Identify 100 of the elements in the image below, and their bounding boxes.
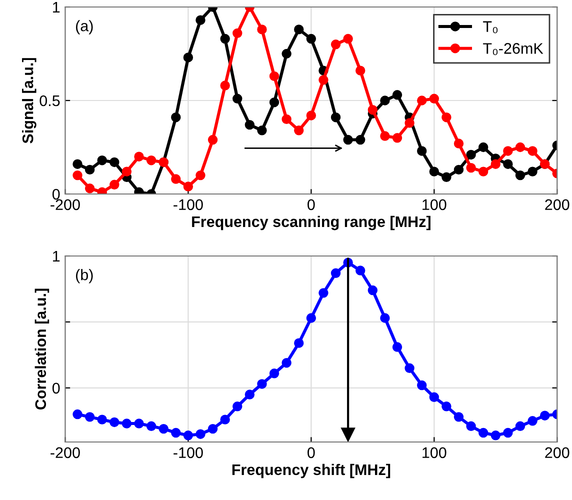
point [503,146,513,156]
x-tick-label: 100 [422,447,446,458]
point [306,313,316,323]
legend-label: T₀-26mK [483,43,544,56]
y-tick-label: 1 [53,251,60,262]
point [84,412,95,422]
point [416,380,427,390]
point [220,34,230,44]
point [515,142,526,152]
point [356,134,366,145]
point [72,409,82,420]
point [330,112,341,122]
point [380,313,390,323]
point [110,180,120,190]
point [528,416,538,426]
legend-label: T₀ [483,21,498,34]
x-tick-label: -100 [174,199,203,210]
point [478,166,488,176]
x-tick-label: -100 [174,447,203,458]
point [429,94,440,104]
point [306,34,316,44]
point [429,166,440,176]
point [294,126,304,136]
point [392,133,402,143]
x-axis-title: Frequency scanning range [MHz] [192,216,430,230]
point [84,184,95,194]
point [134,152,144,162]
y-tick-label: 0.5 [40,95,60,106]
point [318,75,328,85]
point [528,166,538,176]
point [269,98,280,108]
point [208,424,218,434]
annotation: (a) [76,20,93,34]
x-tick-label: -200 [50,447,80,458]
point [220,414,230,424]
point [282,358,292,368]
x-tick-label: 100 [422,199,446,210]
point [330,40,341,50]
point [269,368,280,378]
point [282,114,292,124]
point [442,112,452,122]
point [404,363,414,373]
point [232,28,242,38]
point [171,112,181,122]
point [306,110,316,120]
point [380,96,390,106]
point [490,159,500,169]
point [343,134,353,145]
point [454,412,464,422]
point [122,418,132,428]
y-axis-title: Signal [a.u.] [22,58,36,144]
point [110,417,120,428]
point [232,402,242,412]
point [540,410,550,420]
point [269,71,280,82]
point [294,338,304,348]
point [158,424,168,434]
point [196,15,206,25]
point [392,90,402,100]
point [454,164,464,175]
point [318,288,328,298]
point [134,418,144,428]
point [146,421,156,432]
x-tick-label: 200 [545,447,570,458]
point [515,421,526,432]
point [257,379,267,389]
point [503,428,513,438]
point [220,80,230,90]
point [343,34,353,44]
point [196,429,206,439]
point [72,170,82,180]
point [466,150,476,160]
y-tick-label: 1 [53,2,60,13]
x-axis-title: Frequency shift [MHz] [232,464,390,478]
x-tick-label: 0 [308,199,315,210]
point [72,159,82,169]
point [208,134,218,145]
point [466,162,476,173]
point [110,157,120,168]
point [196,170,206,180]
point [84,164,95,175]
point [442,172,452,182]
point [97,155,107,166]
point [515,170,526,180]
x-tick-label: -200 [50,199,80,210]
point [171,174,181,184]
point [97,414,107,424]
point [356,66,366,76]
point [490,430,500,440]
point [528,146,538,156]
point [478,428,488,438]
point [368,285,378,296]
point [122,166,132,176]
point [330,268,341,278]
point [478,142,488,152]
point [171,428,181,438]
point [244,120,255,130]
annotation: (b) [76,269,93,284]
point [183,430,194,440]
point [380,131,390,141]
